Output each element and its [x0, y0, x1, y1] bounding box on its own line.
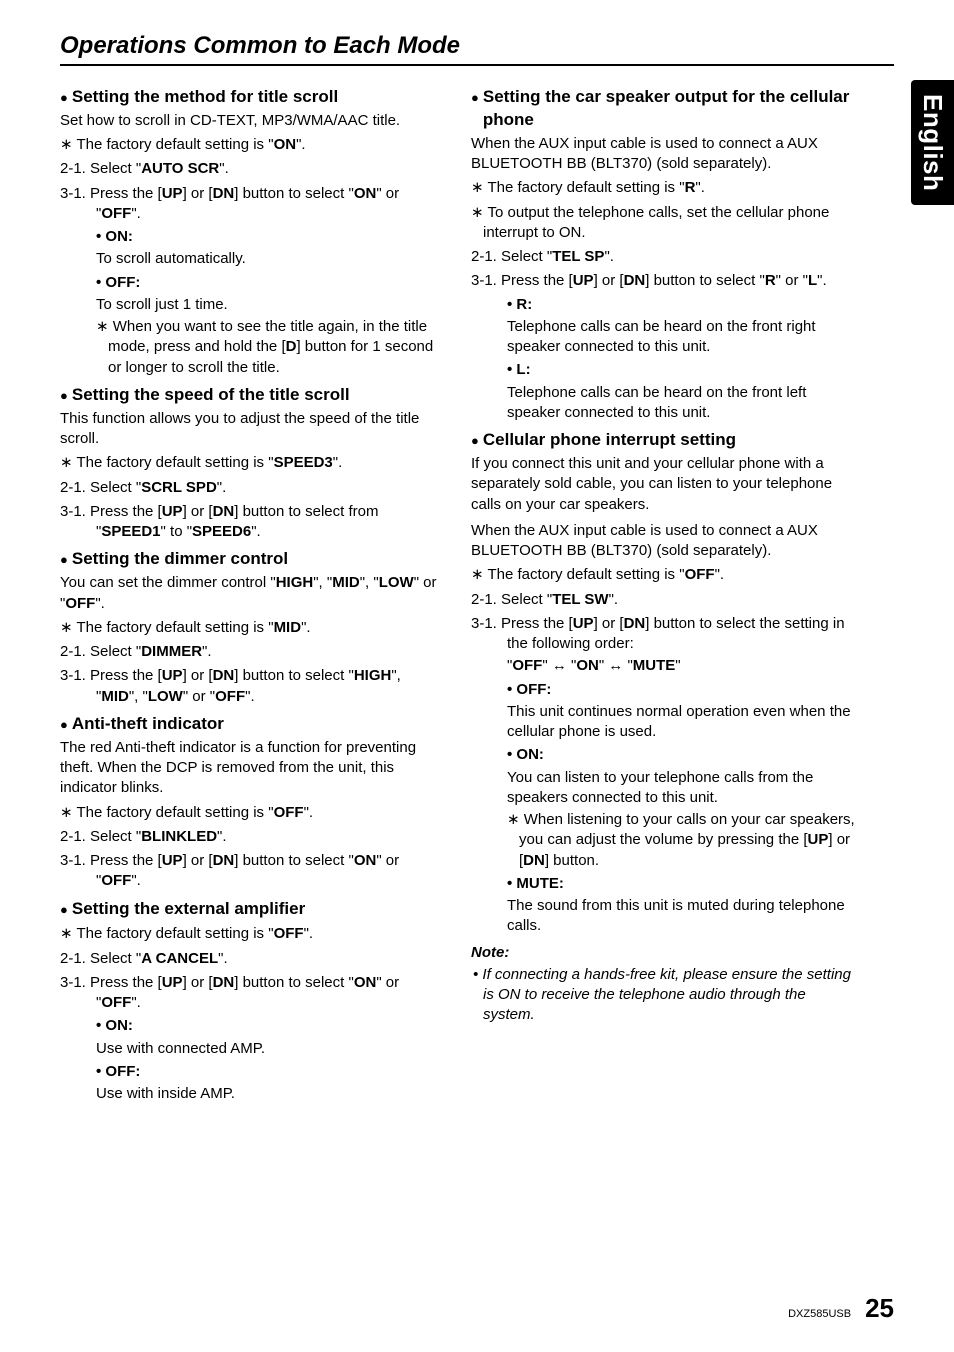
note-body: • If connecting a hands-free kit, please…: [471, 965, 858, 1026]
page-footer: DXZ585USB 25: [788, 1293, 894, 1324]
right-column: Setting the car speaker output for the c…: [471, 80, 894, 1104]
option-label: ON:: [471, 745, 858, 765]
option-label: ON:: [60, 227, 447, 247]
step: 2-1. Select "TEL SP".: [471, 247, 858, 267]
default-note: ∗ The factory default setting is "OFF".: [60, 803, 447, 823]
step: 2-1. Select "A CANCEL".: [60, 949, 447, 969]
step: 2-1. Select "SCRL SPD".: [60, 478, 447, 498]
option-desc: This unit continues normal operation eve…: [471, 702, 858, 743]
option-label: MUTE:: [471, 874, 858, 894]
option-desc: You can listen to your telephone calls f…: [471, 768, 858, 809]
option-desc: The sound from this unit is muted during…: [471, 896, 858, 937]
option-desc: Use with inside AMP.: [60, 1084, 447, 1104]
step: 3-1. Press the [UP] or [DN] button to se…: [60, 666, 447, 707]
option-desc: Telephone calls can be heard on the fron…: [471, 383, 858, 424]
default-note: ∗ The factory default setting is "MID".: [60, 618, 447, 638]
default-note: ∗ The factory default setting is "OFF".: [471, 565, 858, 585]
option-desc: To scroll automatically.: [60, 249, 447, 269]
extra-note: ∗ To output the telephone calls, set the…: [471, 203, 858, 244]
heading: Setting the method for title scroll: [60, 86, 447, 109]
default-note: ∗ The factory default setting is "ON".: [60, 135, 447, 155]
option-label: L:: [471, 360, 858, 380]
option-label: OFF:: [60, 1062, 447, 1082]
step: 2-1. Select "DIMMER".: [60, 642, 447, 662]
option-label: ON:: [60, 1016, 447, 1036]
intro-text: This function allows you to adjust the s…: [60, 409, 447, 450]
sequence-text: "OFF" ↔ "ON" ↔ "MUTE": [471, 656, 858, 676]
language-tab: English: [911, 80, 954, 205]
heading: Anti-theft indicator: [60, 713, 447, 736]
step: 3-1. Press the [UP] or [DN] button to se…: [60, 184, 447, 225]
option-label: OFF:: [60, 273, 447, 293]
step: 3-1. Press the [UP] or [DN] button to se…: [60, 851, 447, 892]
option-label: OFF:: [471, 680, 858, 700]
option-desc: Telephone calls can be heard on the fron…: [471, 317, 858, 358]
option-label: R:: [471, 295, 858, 315]
page-number: 25: [865, 1293, 894, 1324]
heading: Setting the external amplifier: [60, 898, 447, 921]
intro-text: Set how to scroll in CD-TEXT, MP3/WMA/AA…: [60, 111, 447, 131]
default-note: ∗ The factory default setting is "R".: [471, 178, 858, 198]
note-title: Note:: [471, 943, 858, 963]
heading: Setting the speed of the title scroll: [60, 384, 447, 407]
sub-note: ∗ When listening to your calls on your c…: [471, 810, 858, 871]
left-column: Setting the method for title scroll Set …: [60, 80, 447, 1104]
step: 3-1. Press the [UP] or [DN] button to se…: [60, 502, 447, 543]
default-note: ∗ The factory default setting is "SPEED3…: [60, 453, 447, 473]
intro-text: If you connect this unit and your cellul…: [471, 454, 858, 515]
option-desc: To scroll just 1 time.: [60, 295, 447, 315]
heading: Setting the car speaker output for the c…: [471, 86, 858, 132]
step: 3-1. Press the [UP] or [DN] button to se…: [60, 973, 447, 1014]
step: 3-1. Press the [UP] or [DN] button to se…: [471, 614, 858, 655]
chapter-title: Operations Common to Each Mode: [60, 32, 894, 66]
intro-text: When the AUX input cable is used to conn…: [471, 521, 858, 562]
step: 2-1. Select "BLINKLED".: [60, 827, 447, 847]
sub-note: ∗ When you want to see the title again, …: [60, 317, 447, 378]
heading: Setting the dimmer control: [60, 548, 447, 571]
intro-text: You can set the dimmer control "HIGH", "…: [60, 573, 447, 614]
intro-text: The red Anti-theft indicator is a functi…: [60, 738, 447, 799]
step: 2-1. Select "TEL SW".: [471, 590, 858, 610]
step: 3-1. Press the [UP] or [DN] button to se…: [471, 271, 858, 291]
step: 2-1. Select "AUTO SCR".: [60, 159, 447, 179]
default-note: ∗ The factory default setting is "OFF".: [60, 924, 447, 944]
intro-text: When the AUX input cable is used to conn…: [471, 134, 858, 175]
heading: Cellular phone interrupt setting: [471, 429, 858, 452]
model-number: DXZ585USB: [788, 1308, 851, 1320]
option-desc: Use with connected AMP.: [60, 1039, 447, 1059]
